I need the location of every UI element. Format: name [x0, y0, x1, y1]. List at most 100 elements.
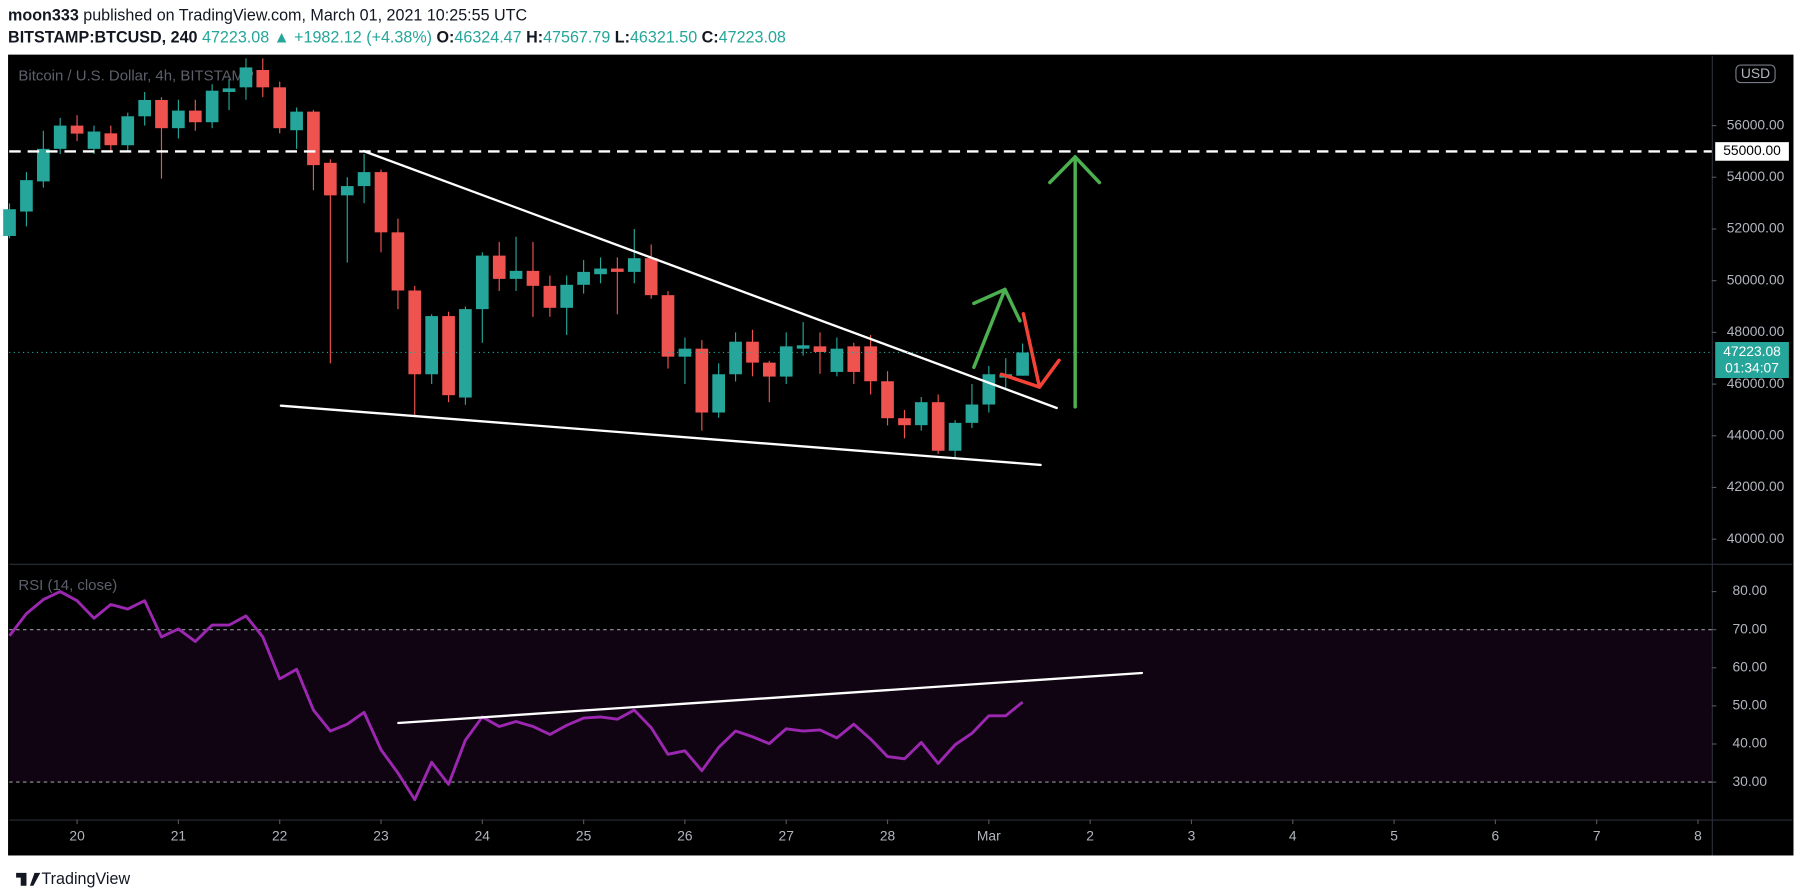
- y-tick-label: 46000.00: [1727, 375, 1785, 391]
- candle-body: [644, 258, 658, 296]
- y-tick-label: 54000.00: [1727, 168, 1785, 184]
- ohlc-value: 47223.08: [719, 29, 786, 47]
- candle-body: [982, 374, 996, 405]
- y-tick-label: 80.00: [1732, 582, 1767, 598]
- candle-body: [898, 418, 911, 426]
- drawings: [279, 149, 1144, 725]
- candle-body: [307, 111, 320, 166]
- chart-title: RSI (14, close): [18, 577, 117, 594]
- candle-body: [20, 180, 33, 212]
- ohlc-label: O:: [437, 29, 455, 47]
- candle-body: [627, 258, 641, 272]
- candle-body: [661, 295, 675, 357]
- published: published on TradingView.com, March 01, …: [83, 7, 527, 25]
- candle-body: [847, 346, 861, 372]
- candle-body: [256, 70, 270, 88]
- candle-body: [931, 402, 945, 451]
- candle-body: [172, 110, 185, 129]
- candle-body: [695, 348, 709, 413]
- x-tick-label: 6: [1492, 828, 1500, 844]
- countdown: 01:34:07: [1725, 359, 1779, 375]
- candle-body: [762, 362, 776, 377]
- level-badge: [1715, 142, 1789, 161]
- candle-body: [813, 346, 827, 353]
- rsi-trend-line: [397, 671, 1144, 725]
- trend-line: [279, 404, 1042, 467]
- x-tick-label: 21: [171, 828, 187, 844]
- candle-body: [712, 374, 725, 413]
- candle-body: [948, 422, 962, 451]
- candle-body: [914, 402, 928, 426]
- candle-body: [104, 133, 118, 146]
- ohlc-label: H:: [526, 29, 543, 47]
- y-tick-label: 30.00: [1732, 773, 1767, 789]
- candle-body: [779, 346, 793, 377]
- candle-body: [340, 186, 354, 196]
- x-tick-label: 4: [1289, 828, 1297, 844]
- candle-body: [37, 148, 50, 182]
- candle-body: [70, 125, 84, 134]
- last-price-badge: [1715, 342, 1789, 379]
- currency: USD: [1741, 65, 1770, 81]
- y-tick-label: 52000.00: [1727, 220, 1785, 236]
- y-tick-label: 60.00: [1732, 658, 1767, 674]
- ohlc-label: C:: [702, 29, 719, 47]
- ohlc-value: 46324.47: [454, 29, 521, 47]
- x-tick-label: 3: [1188, 828, 1196, 844]
- level-label: 55000.00: [1723, 142, 1781, 158]
- plot: Bitcoin / U.S. Dollar, 4h, BITSTAMP 40000…: [3, 58, 1785, 844]
- candle-body: [965, 404, 979, 423]
- candle-body: [121, 116, 135, 146]
- candle-body: [678, 348, 692, 357]
- x-tick-label: 8: [1694, 828, 1702, 844]
- y-tick-label: 56000.00: [1727, 116, 1785, 132]
- candle-body: [273, 87, 287, 129]
- footer-brand[interactable]: TradingView: [41, 870, 130, 888]
- candle-body: [239, 67, 253, 88]
- chart-title: Bitcoin / U.S. Dollar, 4h, BITSTAMP: [18, 68, 254, 85]
- candle-body: [459, 309, 472, 398]
- footer: TradingView: [9, 870, 130, 888]
- candle-body: [391, 232, 405, 291]
- logo-icon: [9, 872, 41, 886]
- x-tick-label: 7: [1593, 828, 1601, 844]
- candle-body: [188, 110, 202, 123]
- candle-body: [357, 172, 371, 187]
- author: moon333: [8, 7, 79, 25]
- candle-body: [222, 88, 236, 92]
- candle-body: [543, 285, 557, 308]
- y-tick-label: 42000.00: [1727, 478, 1785, 494]
- candle-body: [324, 162, 337, 196]
- ohlc-value: 47567.79: [543, 29, 610, 47]
- x-tick-label: 22: [272, 828, 288, 844]
- trend-line: [362, 149, 1058, 410]
- candle-body: [729, 341, 742, 375]
- symbol: BITSTAMP:BTCUSD, 240: [8, 29, 197, 47]
- y-tick-label: 50000.00: [1727, 271, 1785, 287]
- candle-body: [87, 131, 101, 149]
- y-tick-label: 48000.00: [1727, 323, 1785, 339]
- y-tick-label: 50.00: [1732, 697, 1767, 713]
- y-tick-label: 40000.00: [1727, 530, 1785, 546]
- y-tick-label: 40.00: [1732, 735, 1767, 751]
- candle-body: [3, 209, 16, 236]
- currency-badge: [1735, 64, 1776, 84]
- x-tick-label: 23: [373, 828, 389, 844]
- x-tick-label: 28: [880, 828, 896, 844]
- candle-body: [374, 172, 388, 233]
- candle-body: [442, 316, 455, 396]
- down-arrow-head: [999, 372, 1042, 389]
- x-tick-label: 27: [779, 828, 795, 844]
- candle-body: [881, 381, 894, 419]
- candle-body: [611, 268, 624, 272]
- candle-body: [796, 345, 810, 349]
- candle-body: [408, 290, 422, 375]
- x-tick-label: 20: [69, 828, 85, 844]
- ohlc-label: L:: [615, 29, 630, 47]
- x-tick-label: 2: [1086, 828, 1094, 844]
- candle-body: [138, 99, 151, 117]
- rsi-band: [9, 629, 1712, 783]
- candle-body: [290, 111, 303, 131]
